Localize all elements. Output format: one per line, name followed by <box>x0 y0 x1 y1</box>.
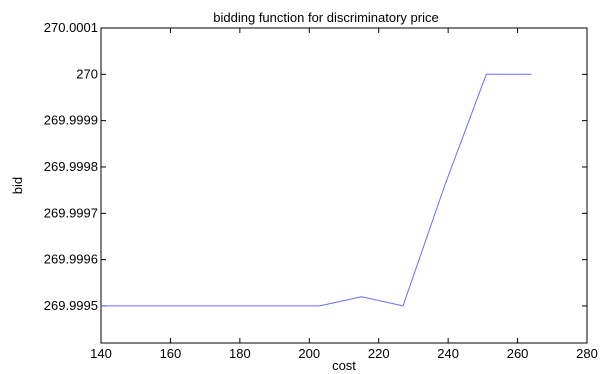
x-tick-label: 280 <box>576 346 598 361</box>
x-tick-label: 220 <box>368 346 390 361</box>
series-layer <box>101 74 532 306</box>
x-tick-label: 260 <box>507 346 529 361</box>
y-tick-label: 269.9997 <box>44 205 98 220</box>
y-axis: 269.9995 269.9996 269.9997 269.9998 269.9999… <box>44 20 587 313</box>
y-tick-label: 270 <box>76 66 98 81</box>
x-axis-label: cost <box>332 358 356 373</box>
y-tick-label: 269.9996 <box>44 252 98 267</box>
y-axis-label: bid <box>10 177 25 194</box>
y-tick-label: 269.9995 <box>44 298 98 313</box>
x-axis: 140 160 180 200 220 240 260 280 <box>90 28 598 361</box>
plot-area-frame <box>101 28 587 343</box>
y-tick-label: 269.9999 <box>44 113 98 128</box>
x-tick-label: 160 <box>160 346 182 361</box>
chart-title: bidding function for discriminatory pric… <box>213 10 438 25</box>
x-tick-label: 200 <box>298 346 320 361</box>
y-tick-label: 270.0001 <box>44 20 98 35</box>
series-line <box>101 74 532 306</box>
x-tick-label: 140 <box>90 346 112 361</box>
y-tick-label: 269.9998 <box>44 159 98 174</box>
x-tick-label: 240 <box>437 346 459 361</box>
x-tick-label: 180 <box>229 346 251 361</box>
